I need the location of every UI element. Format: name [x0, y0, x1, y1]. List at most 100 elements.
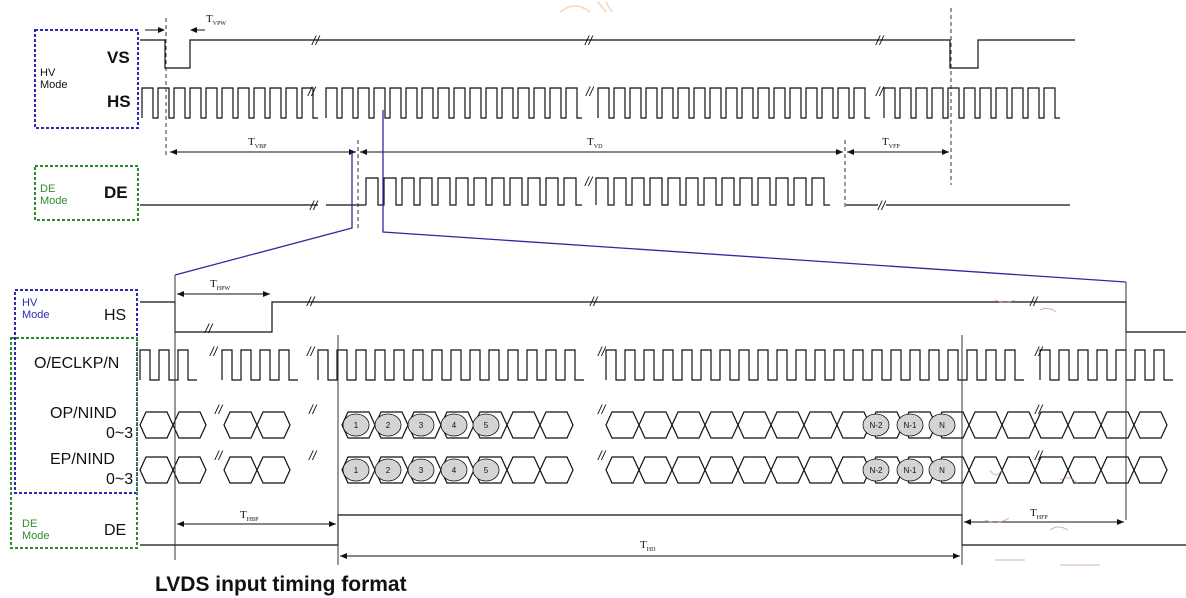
- ep-bus-b-1: [256, 456, 291, 484]
- top-hs-segment-1: [141, 87, 318, 119]
- op-bus-d-3: [704, 411, 739, 439]
- op-bus-c-6: [539, 411, 574, 439]
- thfp-arrow-head-left: [964, 519, 971, 525]
- op-bus-b-0: [223, 411, 258, 439]
- diagram-title: LVDS input timing format: [155, 573, 407, 596]
- tvd-arrow-head-left: [360, 149, 367, 155]
- top-de-label: DE: [104, 183, 128, 202]
- ep-bus-d-2: [671, 456, 706, 484]
- thbp-arrow-head-left: [177, 521, 184, 527]
- break-mark-7: //: [584, 174, 594, 189]
- slot-bg-0-2: [407, 413, 435, 437]
- ep-nind-label: EP/NIND: [50, 451, 115, 468]
- slot-bg-1-7: [928, 458, 956, 482]
- clk-seg-3: [317, 349, 584, 381]
- clk-seg-4: [605, 349, 1024, 381]
- break-mark-19: //: [597, 402, 607, 417]
- clk-seg-2: [221, 349, 298, 381]
- ep-bus-a-1: [172, 456, 207, 484]
- op-bus-a-1: [172, 411, 207, 439]
- clk-label: O/ECLKP/N: [34, 355, 119, 372]
- break-mark-13: //: [209, 344, 219, 359]
- waveforms: [139, 39, 1186, 546]
- slot-label-0-4: 5: [484, 421, 489, 430]
- bottom-hs-label: HS: [104, 307, 126, 324]
- op-bus-d-6: [803, 411, 838, 439]
- break-mark-18: //: [308, 402, 318, 417]
- break-mark-9: //: [204, 321, 214, 336]
- break-mark-10: //: [306, 294, 316, 309]
- thbp-arrow-head-right: [329, 521, 336, 527]
- slot-bg-1-6: [896, 458, 924, 482]
- slot-label-0-6: N-1: [904, 421, 917, 430]
- ep-bus-d-6: [803, 456, 838, 484]
- bottom-de-waveform: [140, 514, 1186, 546]
- bottom-de-mode-label: DE Mode: [22, 518, 50, 542]
- bottom-de-mode-box: [10, 337, 138, 549]
- break-mark-3: //: [307, 84, 317, 99]
- vs-label: VS: [107, 48, 130, 67]
- top-hs-label: HS: [107, 92, 131, 111]
- slot-bg-1-5: [862, 458, 890, 482]
- top-hs-segment-4: [883, 87, 1060, 119]
- slot-label-1-0: 1: [354, 466, 359, 475]
- tvpw-label: TVPW: [206, 13, 226, 27]
- op-bus-d-12: [1001, 411, 1036, 439]
- break-mark-22: //: [308, 448, 318, 463]
- tvbp-arrow-head-left: [170, 149, 177, 155]
- zoom-line-right: [382, 110, 1127, 283]
- ep-bus-d-4: [737, 456, 772, 484]
- break-mark-15: //: [597, 344, 607, 359]
- ep-range-label: 0~3: [106, 471, 133, 488]
- slot-bg-0-3: [440, 413, 468, 437]
- slot-label-1-5: N-2: [870, 466, 883, 475]
- break-mark-17: //: [214, 402, 224, 417]
- top-hv-mode-label: HV Mode: [40, 67, 68, 91]
- timing-labels: TVPW TVBP TVD TVFP THPW THBP THD THFP: [206, 13, 1048, 553]
- slot-bg-0-1: [374, 413, 402, 437]
- break-mark-4: //: [585, 84, 595, 99]
- ep-bus-d-5: [770, 456, 805, 484]
- ep-bus-d-3: [704, 456, 739, 484]
- break-mark-8: //: [877, 198, 887, 213]
- op-bus-c-5: [506, 411, 541, 439]
- slot-bg-1-3: [440, 458, 468, 482]
- top-labels: HV Mode VS HS DE Mode DE: [40, 48, 131, 207]
- slot-bg-0-0: [342, 413, 370, 437]
- watermark: [559, 1, 613, 13]
- slot-label-0-7: N: [939, 421, 945, 430]
- break-marks: // // // // // // // // // // // // // // // // // // // //…: [204, 33, 1044, 463]
- slot-bg-1-2: [407, 458, 435, 482]
- bottom-de-label: DE: [104, 522, 126, 539]
- slot-label-0-1: 2: [386, 421, 391, 430]
- slot-bg-1-4: [472, 458, 500, 482]
- zoom-lines: [174, 110, 1127, 283]
- break-mark-6: //: [309, 198, 319, 213]
- ep-bus-c-6: [539, 456, 574, 484]
- slot-label-1-7: N: [939, 466, 945, 475]
- break-mark-2: //: [875, 33, 885, 48]
- ep-bus-b-0: [223, 456, 258, 484]
- op-bus-d-4: [737, 411, 772, 439]
- data-slots: 1 2 3 4 5 N-2 N-1 N 1 2 3 4 5 N-2 N-1 N: [342, 413, 956, 482]
- timing-dimensions: [145, 8, 1127, 565]
- op-range-label: 0~3: [106, 425, 133, 442]
- top-hs-segment-2: [325, 87, 582, 119]
- clk-seg-5: [1039, 349, 1173, 381]
- bottom-labels: HV Mode HS O/ECLKP/N OP/NIND 0~3 EP/NIND …: [22, 297, 133, 542]
- break-mark-0: //: [311, 33, 321, 48]
- slot-bg-0-6: [896, 413, 924, 437]
- break-mark-11: //: [589, 294, 599, 309]
- op-bus-d-0: [605, 411, 640, 439]
- slot-bg-1-1: [374, 458, 402, 482]
- break-mark-1: //: [584, 33, 594, 48]
- op-bus-d-11: [968, 411, 1003, 439]
- op-bus-d-1: [638, 411, 673, 439]
- break-mark-23: //: [597, 448, 607, 463]
- break-mark-12: //: [1029, 294, 1039, 309]
- top-de-mode-box: [34, 165, 139, 221]
- op-bus-d-2: [671, 411, 706, 439]
- thd-arrow-head-left: [340, 553, 347, 559]
- ep-bus-d-12: [1001, 456, 1036, 484]
- op-bus-a-0: [139, 411, 174, 439]
